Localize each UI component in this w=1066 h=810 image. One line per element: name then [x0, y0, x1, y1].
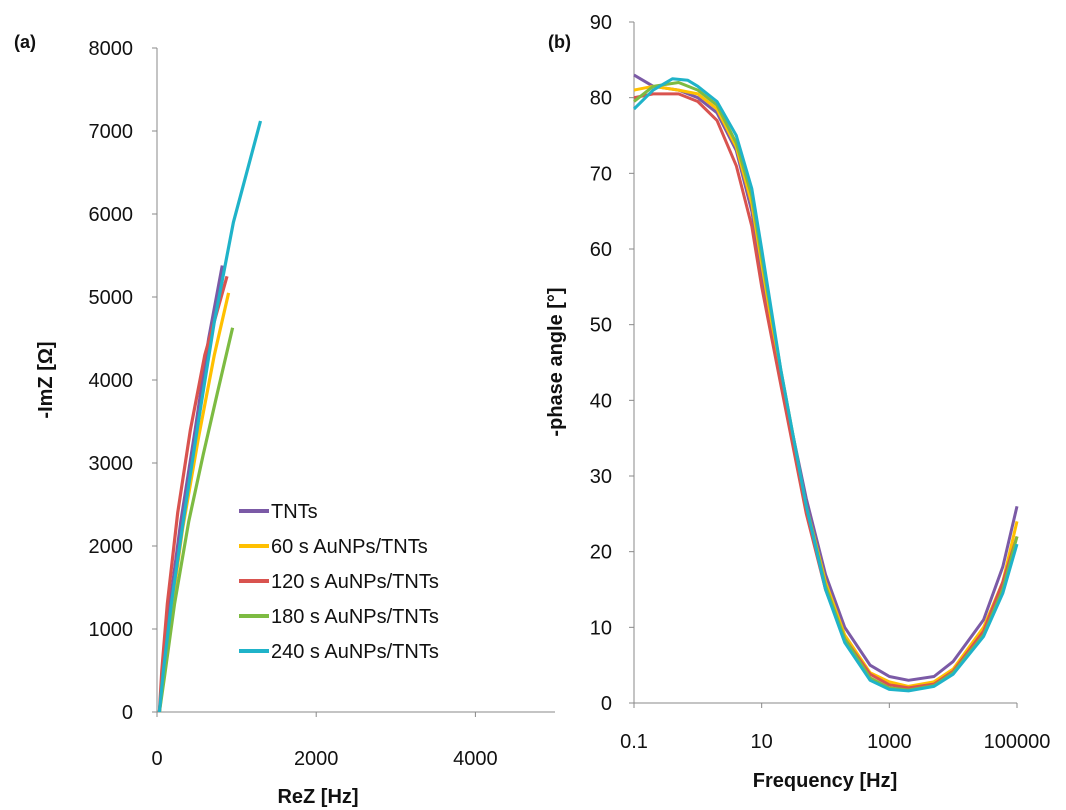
y-tick-label: 60: [590, 239, 612, 261]
series-line-2: [633, 84, 1019, 688]
series-line-4: [633, 81, 1019, 692]
panel-a-y-ticks: 0 1000 2000 3000 4000 5000 6000 7000 8000: [89, 38, 157, 724]
y-tick-label: 0: [122, 702, 133, 724]
y-tick-label: 8000: [89, 38, 134, 60]
x-tick-label: 0.1: [620, 731, 648, 753]
panel-a-x-label: ReZ [Hz]: [277, 786, 358, 808]
y-tick-label: 3000: [89, 453, 134, 475]
panel-b-y-ticks: 0 10 20 30 40 50 60 70 80 90: [590, 12, 634, 715]
series-line-3: [633, 92, 1019, 690]
x-tick-label: 2000: [294, 748, 339, 770]
panel-b-series: [632, 73, 1019, 693]
panel-b-x-label: Frequency [Hz]: [753, 770, 897, 792]
series-line-180-s-aunps-tnts: [157, 327, 235, 713]
y-tick-label: 4000: [89, 370, 134, 392]
x-tick-label: 1000: [867, 731, 912, 753]
y-tick-label: 2000: [89, 536, 134, 558]
panel-b-label: (b): [548, 32, 571, 52]
panel-a-y-label: -ImZ [Ω]: [35, 341, 57, 418]
y-tick-label: 5000: [89, 287, 134, 309]
panel-a-legend: TNTs 60 s AuNPs/TNTs 120 s AuNPs/TNTs 180 s…: [239, 501, 439, 663]
y-tick-label: 40: [590, 390, 612, 412]
legend-label: 240 s AuNPs/TNTs: [271, 641, 439, 663]
y-tick-label: 30: [590, 466, 612, 488]
y-tick-label: 80: [590, 88, 612, 110]
legend-label: 120 s AuNPs/TNTs: [271, 571, 439, 593]
y-tick-label: 0: [601, 693, 612, 715]
x-tick-label: 10: [751, 731, 773, 753]
panel-b-x-ticks: 0.1 10 1000 100000: [620, 703, 1050, 753]
y-tick-label: 70: [590, 163, 612, 185]
y-tick-label: 90: [590, 12, 612, 34]
legend-label: 60 s AuNPs/TNTs: [271, 536, 428, 558]
panel-a: (a) 0 1000 2000 3000 4000 5000 6000 7000 8000 0 2…: [14, 32, 555, 808]
series-line-240-s-aunps-tnts: [157, 120, 263, 713]
x-tick-label: 4000: [453, 748, 498, 770]
y-tick-label: 1000: [89, 619, 134, 641]
legend-label: TNTs: [271, 501, 318, 523]
series-line-1: [633, 73, 1019, 682]
panel-a-x-ticks: 0 2000 4000: [151, 712, 498, 770]
panel-a-label: (a): [14, 32, 36, 52]
y-tick-label: 20: [590, 542, 612, 564]
y-tick-label: 50: [590, 315, 612, 337]
y-tick-label: 6000: [89, 204, 134, 226]
y-tick-label: 7000: [89, 121, 134, 143]
series-line-5: [632, 77, 1019, 693]
legend-label: 180 s AuNPs/TNTs: [271, 606, 439, 628]
panel-b-y-label: -phase angle [°]: [545, 287, 567, 436]
x-tick-label: 0: [151, 748, 162, 770]
y-tick-label: 10: [590, 617, 612, 639]
panel-a-series: [157, 120, 263, 713]
x-tick-label: 100000: [984, 731, 1051, 753]
